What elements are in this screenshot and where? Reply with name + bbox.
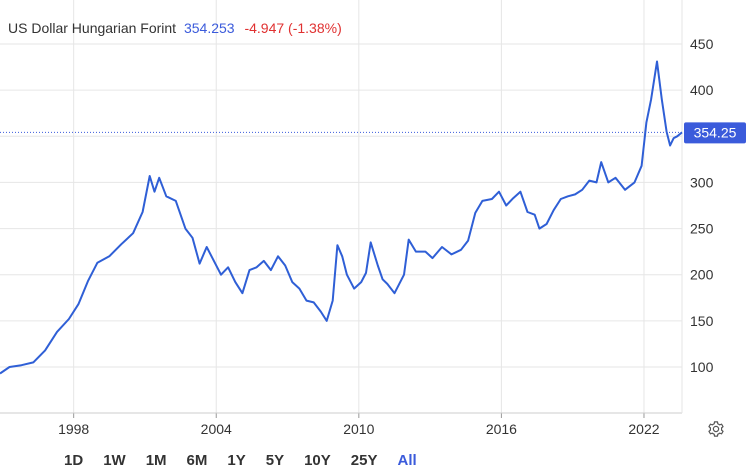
range-button-1d[interactable]: 1D (64, 452, 84, 469)
instrument-change: -4.947 (-1.38%) (244, 20, 342, 36)
range-button-5y[interactable]: 5Y (265, 452, 285, 469)
range-button-6m[interactable]: 6M (186, 452, 208, 469)
chart-grid (0, 0, 683, 418)
x-axis-labels: 1998 2004 2010 2016 2022 (58, 421, 660, 437)
instrument-price: 354.253 (183, 20, 235, 36)
x-tick-label: 2010 (343, 421, 374, 437)
y-tick-label: 450 (690, 36, 714, 52)
range-button-10y[interactable]: 10Y (304, 452, 331, 469)
time-range-selector: 1D 1W 1M 6M 1Y 5Y 10Y 25Y All (64, 452, 417, 469)
y-tick-label: 250 (690, 221, 714, 237)
x-tick-label: 2016 (486, 421, 517, 437)
series-line (0, 60, 683, 375)
y-tick-label: 200 (690, 267, 714, 283)
y-tick-label: 150 (690, 313, 714, 329)
range-button-all[interactable]: All (397, 452, 417, 469)
y-tick-label: 100 (690, 359, 714, 375)
x-tick-label: 2004 (201, 421, 232, 437)
x-tick-label: 2022 (628, 421, 659, 437)
range-button-25y[interactable]: 25Y (350, 452, 378, 469)
y-tick-label: 400 (690, 82, 714, 98)
x-tick-label: 1998 (58, 421, 89, 437)
range-button-1m[interactable]: 1M (145, 452, 167, 469)
current-price-badge: 354.25 (684, 122, 746, 144)
instrument-header: US Dollar Hungarian Forint 354.253 -4.94… (8, 20, 342, 36)
y-tick-label: 300 (690, 174, 714, 190)
range-button-1w[interactable]: 1W (103, 452, 126, 469)
y-axis-labels: 100 150 200 250 300 400 450 (690, 36, 714, 375)
current-price-label: 354.25 (694, 124, 737, 140)
gear-icon[interactable] (707, 420, 725, 438)
instrument-name: US Dollar Hungarian Forint (8, 20, 177, 36)
range-button-1y[interactable]: 1Y (227, 452, 246, 469)
